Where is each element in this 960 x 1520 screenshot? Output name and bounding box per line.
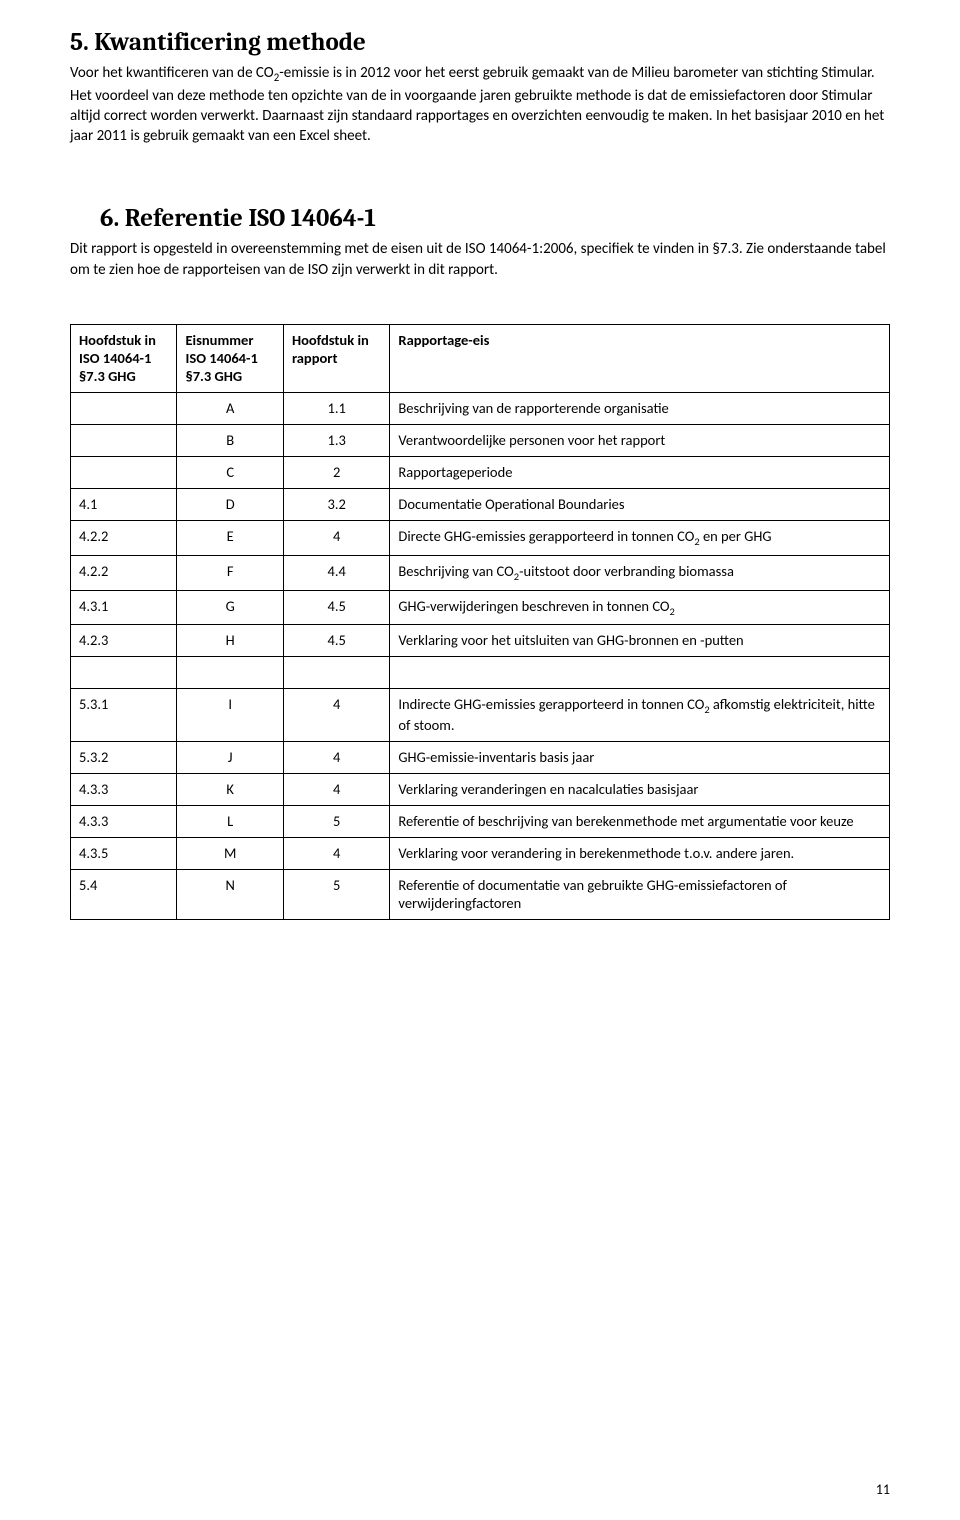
- cell-c0: 4.3.5: [71, 838, 177, 870]
- table-row: 4.2.3H4.5Verklaring voor het uitsluiten …: [71, 625, 890, 657]
- cell-c0: 4.2.2: [71, 555, 177, 590]
- table-row: 5.3.1I4Indirecte GHG-emissies gerapporte…: [71, 689, 890, 742]
- spacer: [70, 294, 890, 324]
- cell-c0: [71, 392, 177, 424]
- table-row: 4.3.5M4Verklaring voor verandering in be…: [71, 838, 890, 870]
- table-row: 4.2.2E4Directe GHG-emissies gerapporteer…: [71, 520, 890, 555]
- table-row: 4.3.3L5Referentie of beschrijving van be…: [71, 806, 890, 838]
- cell-c2: 4: [283, 520, 389, 555]
- cell-c3: Beschrijving van de rapporterende organi…: [390, 392, 890, 424]
- cell-c1: D: [177, 488, 283, 520]
- cell-c3: Rapportageperiode: [390, 456, 890, 488]
- gap-cell: [283, 657, 389, 689]
- cell-c1: M: [177, 838, 283, 870]
- section6-para1: Dit rapport is opgesteld in overeenstemm…: [70, 239, 890, 280]
- cell-c2: 5: [283, 806, 389, 838]
- cell-c1: H: [177, 625, 283, 657]
- section6-heading: 6. Referentie ISO 14064-1: [70, 204, 890, 233]
- th-c0: Hoofdstuk in ISO 14064-1 §7.3 GHG: [71, 324, 177, 392]
- cell-c3: GHG-emissie-inventaris basis jaar: [390, 742, 890, 774]
- section5-heading: 5. Kwantificering methode: [70, 28, 890, 57]
- cell-c2: 4.4: [283, 555, 389, 590]
- table-row: A1.1Beschrijving van de rapporterende or…: [71, 392, 890, 424]
- cell-c1: F: [177, 555, 283, 590]
- gap-cell: [390, 657, 890, 689]
- page: 5. Kwantificering methode Voor het kwant…: [0, 0, 960, 1520]
- cell-c0: 4.3.3: [71, 774, 177, 806]
- cell-c2: 4: [283, 838, 389, 870]
- cell-c3: Verklaring voor verandering in berekenme…: [390, 838, 890, 870]
- table-row: 5.3.2J4GHG-emissie-inventaris basis jaar: [71, 742, 890, 774]
- cell-c1: L: [177, 806, 283, 838]
- cell-c1: A: [177, 392, 283, 424]
- table-row: B1.3Verantwoordelijke personen voor het …: [71, 424, 890, 456]
- cell-c2: 4.5: [283, 625, 389, 657]
- cell-c2: 1.1: [283, 392, 389, 424]
- cell-c2: 4: [283, 774, 389, 806]
- cell-c3: Documentatie Operational Boundaries: [390, 488, 890, 520]
- cell-c0: 4.3.3: [71, 806, 177, 838]
- cell-c2: 4: [283, 742, 389, 774]
- table-row: 4.1D3.2Documentatie Operational Boundari…: [71, 488, 890, 520]
- cell-c0: 4.2.2: [71, 520, 177, 555]
- cell-c0: [71, 424, 177, 456]
- iso-table-body: A1.1Beschrijving van de rapporterende or…: [71, 392, 890, 920]
- cell-c1: K: [177, 774, 283, 806]
- page-number: 11: [876, 1481, 890, 1498]
- cell-c2: 1.3: [283, 424, 389, 456]
- cell-c3: Verklaring veranderingen en nacalculatie…: [390, 774, 890, 806]
- cell-c1: J: [177, 742, 283, 774]
- cell-c2: 4.5: [283, 590, 389, 625]
- table-row: 4.3.3K4Verklaring veranderingen en nacal…: [71, 774, 890, 806]
- iso-table: Hoofdstuk in ISO 14064-1 §7.3 GHG Eisnum…: [70, 324, 890, 921]
- cell-c0: 5.3.2: [71, 742, 177, 774]
- cell-c2: 5: [283, 870, 389, 920]
- table-row: C2Rapportageperiode: [71, 456, 890, 488]
- cell-c1: N: [177, 870, 283, 920]
- table-header-row: Hoofdstuk in ISO 14064-1 §7.3 GHG Eisnum…: [71, 324, 890, 392]
- cell-c0: 5.4: [71, 870, 177, 920]
- cell-c0: 4.1: [71, 488, 177, 520]
- cell-c3: Verantwoordelijke personen voor het rapp…: [390, 424, 890, 456]
- table-row: [71, 657, 890, 689]
- section5-para1: Voor het kwantificeren van de CO2-emissi…: [70, 63, 890, 146]
- cell-c1: B: [177, 424, 283, 456]
- cell-c1: E: [177, 520, 283, 555]
- th-c1: Eisnummer ISO 14064-1 §7.3 GHG: [177, 324, 283, 392]
- cell-c0: [71, 456, 177, 488]
- th-c3: Rapportage-eis: [390, 324, 890, 392]
- cell-c0: 4.2.3: [71, 625, 177, 657]
- cell-c0: 5.3.1: [71, 689, 177, 742]
- cell-c3: GHG-verwijderingen beschreven in tonnen …: [390, 590, 890, 625]
- table-row: 4.2.2F4.4Beschrijving van CO2-uitstoot d…: [71, 555, 890, 590]
- cell-c3: Referentie of beschrijving van berekenme…: [390, 806, 890, 838]
- cell-c2: 3.2: [283, 488, 389, 520]
- cell-c0: 4.3.1: [71, 590, 177, 625]
- cell-c1: I: [177, 689, 283, 742]
- table-row: 5.4N5Referentie of documentatie van gebr…: [71, 870, 890, 920]
- spacer: [70, 160, 890, 204]
- cell-c1: C: [177, 456, 283, 488]
- th-c2: Hoofdstuk in rapport: [283, 324, 389, 392]
- cell-c3: Beschrijving van CO2-uitstoot door verbr…: [390, 555, 890, 590]
- cell-c2: 4: [283, 689, 389, 742]
- table-row: 4.3.1G4.5GHG-verwijderingen beschreven i…: [71, 590, 890, 625]
- cell-c3: Referentie of documentatie van gebruikte…: [390, 870, 890, 920]
- cell-c2: 2: [283, 456, 389, 488]
- cell-c3: Indirecte GHG-emissies gerapporteerd in …: [390, 689, 890, 742]
- gap-cell: [71, 657, 177, 689]
- gap-cell: [177, 657, 283, 689]
- cell-c3: Directe GHG-emissies gerapporteerd in to…: [390, 520, 890, 555]
- cell-c3: Verklaring voor het uitsluiten van GHG-b…: [390, 625, 890, 657]
- cell-c1: G: [177, 590, 283, 625]
